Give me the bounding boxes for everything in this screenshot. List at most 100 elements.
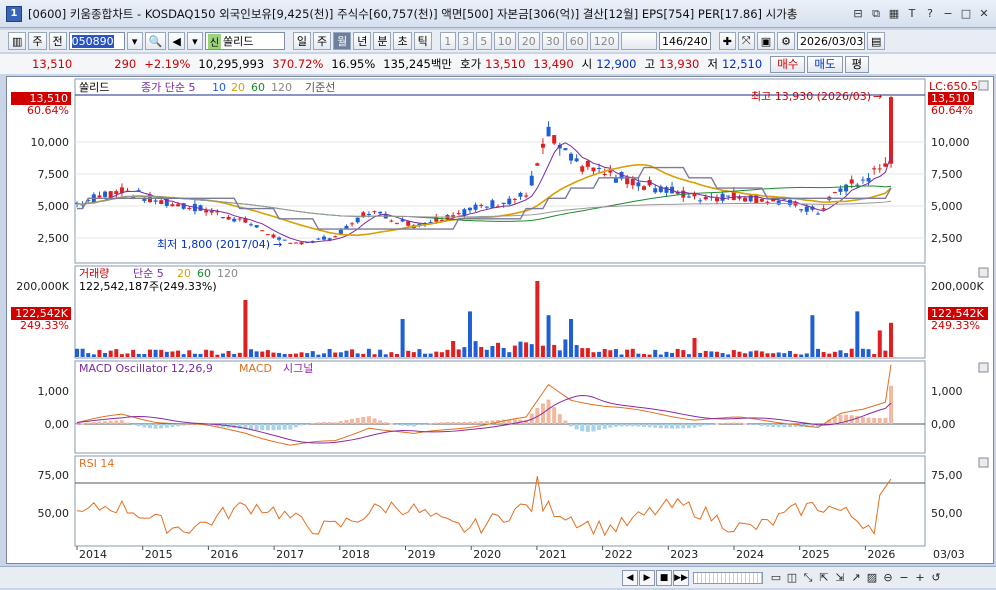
candle-body [518,192,523,197]
interval-30[interactable]: 30 [541,32,564,50]
stop-icon[interactable]: ■ [656,569,672,586]
chart-type-icon[interactable]: ▥ [8,32,27,50]
sound-dropdown-icon[interactable]: ▾ [186,32,203,50]
search-icon[interactable]: 🔍 [144,32,167,50]
volume-bar [597,351,602,357]
period-minute[interactable]: 분 [373,32,392,50]
help-icon[interactable]: ? [927,7,933,20]
stock-name-field[interactable]: 신 쏠리드 [204,32,285,50]
volume-close-icon[interactable] [978,267,989,278]
sell-button[interactable]: 매도 [807,55,843,73]
period-month[interactable]: 월 [333,32,352,50]
buy-button[interactable]: 매수 [770,55,806,73]
volume-bar [569,319,574,357]
interval-60[interactable]: 60 [565,32,588,50]
x-tick-label: 2025 [802,548,830,561]
interval-3[interactable]: 3 [457,32,474,50]
plus-icon[interactable]: + [915,571,925,584]
save-icon[interactable]: ▣ [756,32,776,50]
interval-120[interactable]: 120 [589,32,619,50]
zoom-out-icon[interactable]: ⊖ [883,571,893,584]
macd-osc-bar [608,424,613,428]
tool-d-icon[interactable]: ⇱ [819,571,829,584]
vol-legend-volume: 거래량 [79,267,109,280]
link-icon[interactable]: ⊟ [853,7,863,20]
period-tick[interactable]: 틱 [413,32,432,50]
candles-group [75,96,893,245]
mode-button-1[interactable]: 주 [28,32,47,50]
period-week[interactable]: 주 [312,32,332,50]
close-icon[interactable]: ✕ [979,7,989,20]
sound-icon[interactable]: ◀ [168,32,185,50]
macd-osc-bar [647,424,652,428]
x-tick-label: 2021 [539,548,567,561]
tool-a-icon[interactable]: ▭ [770,571,782,584]
period-year[interactable]: 년 [353,32,372,50]
rsi-ytick-left-1: 75,00 [38,469,70,482]
macd-osc-bar [406,424,411,427]
macd-osc-bar [361,417,366,424]
macd-osc-bar [653,424,658,428]
candle-body [641,186,646,190]
minus-icon[interactable]: − [899,571,909,584]
candle-body [636,182,641,187]
candle-body [821,208,826,210]
candle-body [439,219,444,222]
volume-bar [265,350,270,357]
period-second[interactable]: 초 [393,32,412,50]
reset-icon[interactable]: ↺ [931,571,941,584]
volume-bar [844,353,849,357]
macd-osc-bar [591,424,596,432]
interval-20[interactable]: 20 [517,32,540,50]
data-count-field[interactable]: 146/240 [658,32,711,50]
macd-osc-bar [445,422,450,424]
window-title: [0600] 키움종합차트 - KOSDAQ150 외국인보유[9,425(천)… [28,6,798,21]
period-day[interactable]: 일 [292,32,311,50]
maximize-icon[interactable]: □ [960,7,972,20]
panel-close-icons[interactable] [978,80,989,468]
interval-1[interactable]: 1 [439,32,456,50]
font-icon[interactable]: T [908,7,916,20]
interval-10[interactable]: 10 [493,32,516,50]
zoom-slider[interactable] [693,571,763,584]
tool-b-icon[interactable]: ◫ [786,571,798,584]
tool-f-icon[interactable]: ↗ [851,571,861,584]
interval-5[interactable]: 5 [475,32,492,50]
scroll-prev-icon[interactable]: ◀ [622,569,638,586]
low-label: 저 [707,57,718,71]
candle-body [355,217,360,223]
tool-c-icon[interactable]: ⤡ [803,570,813,584]
eval-button[interactable]: 평 [844,55,870,73]
minimize-icon[interactable]: − [943,7,953,20]
scroll-next-icon[interactable]: ▶ [639,569,655,586]
volume-bar [641,353,646,357]
price-close-icon[interactable] [978,80,989,91]
interval-dropdown[interactable] [620,32,657,50]
grid-icon[interactable]: ▦ [888,7,900,20]
fast-forward-icon[interactable]: ▶▶ [673,569,689,586]
window-number: 1 [6,5,22,22]
chart-area[interactable]: 쏠리드 종가 단순 5 10 20 60 120 기준선 10,000 7,50… [6,76,994,564]
crosshair-icon[interactable]: ✚ [718,32,736,50]
x-axis-corner: 03/03 [933,548,965,561]
tool-g-icon[interactable]: ▨ [866,571,878,584]
code-dropdown-icon[interactable]: ▾ [126,32,143,50]
macd-close-icon[interactable] [978,362,989,373]
stock-code-input[interactable]: 050890 [68,32,125,50]
macd-osc-bar [237,424,242,429]
date-field[interactable]: 2026/03/03 [797,32,866,50]
restore-icon[interactable]: ⧉ [872,6,880,20]
tool-e-icon[interactable]: ⇲ [835,571,845,584]
mode-button-2[interactable]: 전 [48,32,67,50]
settings-icon[interactable]: ⚙ [777,32,796,50]
volume-bar [625,349,630,357]
stock-chart-svg[interactable]: 쏠리드 종가 단순 5 10 20 60 120 기준선 10,000 7,50… [7,77,993,563]
macd-osc-bar [585,424,590,432]
calendar-icon[interactable]: ▤ [867,32,886,50]
rsi-close-icon[interactable] [978,457,989,468]
candle-body [131,196,136,199]
zoom-icon[interactable]: ⤧ [737,32,755,50]
macd-osc-bar [574,424,579,430]
macd-osc-bar [159,424,164,429]
macd-osc-bar [277,424,282,431]
